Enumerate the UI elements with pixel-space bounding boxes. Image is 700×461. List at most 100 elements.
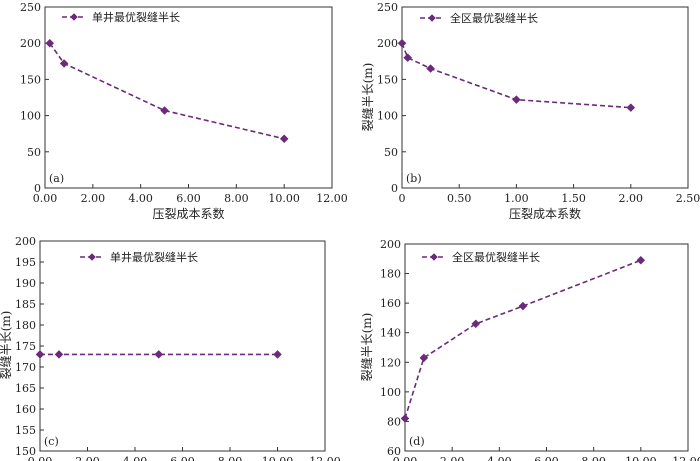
data-point: [426, 64, 435, 73]
x-tick-label: 8.00: [224, 192, 249, 205]
x-axis-label: 压裂成本系数: [152, 206, 224, 221]
x-tick-label: 6.00: [170, 455, 195, 461]
y-tick-label: 120: [380, 356, 401, 369]
y-tick-label: 250: [20, 1, 41, 14]
data-point: [273, 350, 282, 359]
x-tick-label: 1.50: [561, 192, 586, 205]
y-tick-label: 155: [15, 424, 36, 437]
legend-label: 单井最优裂缝半长: [92, 10, 180, 24]
data-point: [279, 134, 289, 144]
x-tick-label: 2.50: [676, 192, 700, 205]
data-point: [636, 255, 646, 265]
panel-label: (b): [406, 172, 422, 185]
y-tick-label: 0: [34, 182, 41, 195]
plot-frame: [404, 243, 689, 452]
y-axis-label: 裂缝半长(m): [359, 313, 374, 382]
panel-label: (d): [409, 435, 425, 448]
legend-label: 全区最优裂缝半长: [450, 11, 538, 25]
data-point: [397, 38, 407, 48]
y-tick-label: 160: [380, 297, 401, 310]
y-tick-label: 165: [15, 382, 36, 395]
panel-label: (c): [44, 435, 59, 448]
chart-panel-2: 0 0.50 1.00 1.50 2.00 2.50 0 50 100 150 200 250 压裂成本…: [360, 1, 700, 221]
x-tick-label: 1.00: [504, 192, 529, 205]
x-tick-label: 12.00: [309, 455, 341, 461]
x-tick-label: 0: [399, 192, 406, 205]
data-point: [419, 353, 429, 363]
y-tick-label: 50: [384, 146, 398, 159]
x-tick-label: 2.00: [81, 192, 106, 205]
data-point: [512, 95, 521, 105]
panel-label: (a): [49, 172, 64, 185]
series-line: [49, 42, 285, 140]
data-point: [54, 350, 64, 359]
y-tick-label: 250: [377, 1, 398, 14]
x-tick-label: 4.00: [128, 192, 153, 205]
y-tick-label: 140: [380, 327, 401, 340]
data-point: [154, 350, 164, 359]
data-point: [471, 319, 481, 329]
y-tick-label: 100: [20, 110, 41, 123]
x-tick-label: 12.00: [316, 192, 348, 205]
y-tick-label: 100: [380, 386, 401, 399]
data-point: [518, 301, 528, 311]
y-tick-label: 200: [15, 235, 36, 248]
x-tick-label: 4.00: [123, 455, 148, 461]
legend-label: 单井最优裂缝半长: [110, 250, 198, 264]
y-tick-label: 60: [387, 445, 401, 458]
y-tick-label: 200: [20, 37, 41, 50]
y-tick-label: 160: [15, 403, 36, 416]
y-tick-label: 170: [15, 361, 36, 374]
x-axis-label: 压裂成本系数: [509, 206, 581, 221]
x-tick-label: 2.00: [440, 455, 465, 461]
y-tick-label: 175: [15, 340, 36, 353]
plot-frame: [44, 6, 333, 189]
y-tick-label: 150: [377, 73, 398, 86]
y-tick-label: 200: [380, 238, 401, 251]
x-tick-label: 4.00: [487, 455, 512, 461]
series-line: [404, 259, 642, 419]
y-tick-label: 50: [27, 146, 41, 159]
legend-label: 全区最优裂缝半长: [452, 250, 540, 264]
data-point: [160, 106, 169, 115]
y-tick-label: 150: [20, 73, 41, 86]
y-tick-label: 195: [15, 256, 36, 269]
y-tick-label: 180: [380, 268, 401, 281]
x-tick-label: 0.50: [447, 192, 472, 205]
data-point: [59, 59, 69, 68]
x-tick-label: 0.00: [28, 455, 53, 461]
data-point: [626, 103, 636, 112]
x-tick-label: 12.00: [672, 455, 700, 461]
chart-panel-3: 0.00 2.00 4.00 6.00 8.00 10.00 12.00 150 155 160 1…: [0, 235, 341, 461]
y-tick-label: 100: [377, 110, 398, 123]
x-tick-label: 8.00: [218, 455, 243, 461]
x-tick-label: 6.00: [534, 455, 559, 461]
y-tick-label: 80: [387, 415, 401, 428]
data-point: [403, 53, 413, 63]
y-axis-label: 裂缝半长(m): [360, 63, 375, 132]
data-point: [400, 414, 410, 423]
y-tick-label: 0: [391, 182, 398, 195]
y-axis-label: 裂缝半长(m): [0, 311, 13, 380]
legend-marker: [430, 253, 438, 261]
y-tick-label: 200: [377, 37, 398, 50]
y-tick-label: 180: [15, 319, 36, 332]
legend-marker: [88, 253, 96, 261]
legend-marker: [428, 14, 436, 22]
y-tick-label: 190: [15, 277, 36, 290]
x-tick-label: 8.00: [581, 455, 606, 461]
x-tick-label: 2.00: [75, 455, 100, 461]
legend-marker: [70, 13, 78, 21]
plot-frame: [39, 240, 326, 452]
y-tick-label: 150: [15, 445, 36, 458]
x-tick-label: 6.00: [176, 192, 201, 205]
x-tick-label: 0.00: [393, 455, 418, 461]
chart-panel-4: 0.00 2.00 4.00 6.00 8.00 10.00 12.00 60 80 100 120…: [359, 238, 700, 461]
chart-panel-1: 0.00 2.00 4.00 6.00 8.00 10.00 12.00 0 50 100 150 2…: [20, 1, 348, 221]
data-point: [35, 350, 45, 359]
data-point: [45, 38, 55, 48]
y-tick-label: 185: [15, 298, 36, 311]
x-tick-label: 10.00: [268, 192, 300, 205]
plot-frame: [401, 6, 689, 189]
